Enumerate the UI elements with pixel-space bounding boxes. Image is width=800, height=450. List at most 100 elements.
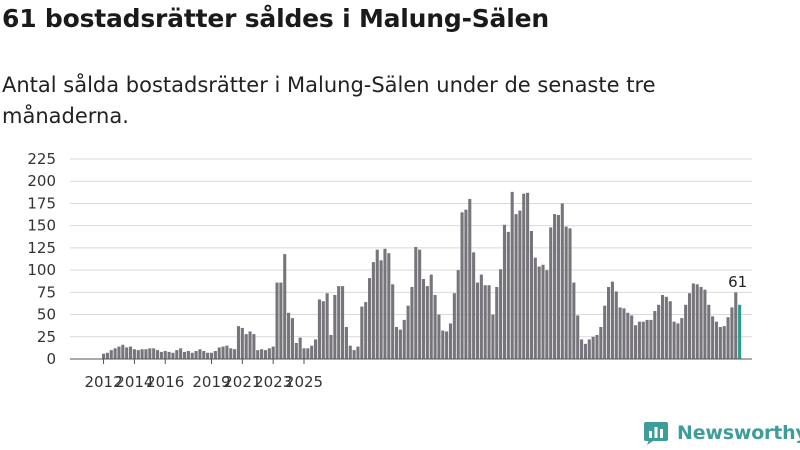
x-tick-label: 2016 [146,373,184,391]
bar [645,319,649,359]
bar [610,281,614,359]
bar [348,345,352,359]
chart-title: 61 bostadsrätter såldes i Malung-Sälen [2,4,549,33]
bar [425,286,429,359]
bar [618,307,622,359]
bar [587,339,591,359]
y-tick-label: 175 [27,194,56,212]
y-tick-label: 150 [27,217,56,235]
bar [684,304,688,359]
y-tick-label: 225 [27,150,56,168]
bar [549,227,553,359]
bar [472,252,476,359]
bar [379,260,383,359]
bar [564,226,568,359]
bar [572,282,576,359]
bar [298,337,302,359]
last-value-label: 61 [728,273,747,291]
bar [244,334,248,359]
bar [429,274,433,359]
bar [722,326,726,359]
bar [514,214,518,359]
bar [441,330,445,359]
bar [148,348,152,359]
bar [387,253,391,359]
bar [371,262,375,359]
x-tick-label: 2021 [223,373,261,391]
bar [406,305,410,359]
bar [529,231,533,359]
bar [105,352,109,359]
bar [448,323,453,359]
bar [306,348,310,359]
bar [599,327,603,359]
bar [294,343,298,359]
bar [360,306,364,359]
bar [128,346,133,359]
bar [726,317,730,359]
bar [576,315,580,359]
bar [633,325,638,359]
bar [491,314,495,359]
bar [275,282,279,359]
bar [502,224,507,359]
bar [614,291,618,359]
bar [456,270,460,359]
bar [518,210,522,359]
x-tick-label: 2014 [115,373,153,391]
bar [217,347,221,359]
bar [568,228,572,359]
bar [171,352,175,359]
bar [437,314,441,359]
bar [352,350,356,359]
bar [707,304,711,359]
bar [240,327,244,359]
bar [718,327,722,359]
bar [699,287,703,359]
bar [317,299,321,359]
bar [113,348,117,359]
y-axis: 0 25 50 75 100 125 150 175 200 225 [27,150,56,368]
bar [445,331,449,359]
bar [499,269,503,359]
bar [364,302,368,359]
bar [522,193,526,359]
bar [252,334,256,359]
bar [672,321,676,359]
bar [622,308,626,359]
bar-series [102,191,742,359]
bar [144,349,148,359]
bar [356,346,360,359]
bar [279,282,283,359]
bar [641,321,645,359]
bar [537,266,541,359]
bar [626,312,630,359]
brand-logo: Newsworthy [643,419,800,447]
bar [510,191,514,359]
bar [290,318,294,359]
bar [630,315,634,359]
bar [209,352,214,359]
bar [225,345,229,359]
bar [159,351,163,359]
y-tick-label: 50 [37,306,56,324]
bar [198,349,202,359]
bar [687,293,692,359]
bar [314,339,318,359]
bar [213,351,217,359]
bar [660,295,665,359]
bar [175,350,179,359]
bar [302,348,306,359]
bar [163,351,167,359]
x-tick-label: 2012 [84,373,122,391]
bar [711,316,715,359]
gridlines [70,158,752,360]
bar [506,231,510,359]
bar-latest [738,304,742,359]
bar [182,351,187,359]
bar [583,343,587,359]
bar [545,270,549,359]
bar [580,339,584,359]
bar [603,305,607,359]
bar [136,350,140,359]
